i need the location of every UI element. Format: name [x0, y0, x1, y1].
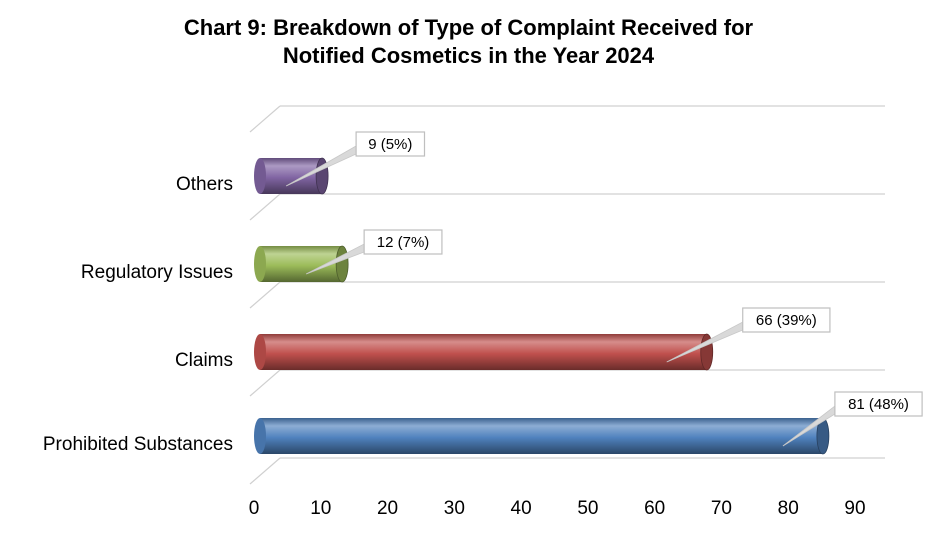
- category-label-regulatory-issues: Regulatory Issues: [81, 262, 233, 283]
- bar-start-cap-regulatory-issues: [254, 246, 266, 282]
- bar-prohibited-substances: [254, 417, 830, 455]
- x-tick-label-40: 40: [511, 498, 532, 519]
- bar-others: [254, 157, 329, 195]
- data-label-text-others: 9 (5%): [368, 136, 412, 153]
- gridlines: [249, 105, 885, 485]
- bar-regulatory-issues: [254, 245, 349, 283]
- category-label-others: Others: [176, 174, 233, 195]
- bar-start-cap-prohibited-substances: [254, 418, 266, 454]
- bar-body-prohibited-substances: [260, 418, 823, 454]
- gridline-depth-4: [249, 105, 281, 133]
- data-label-regulatory-issues: 12 (7%): [305, 229, 443, 275]
- gridline-depth-0: [249, 457, 281, 485]
- data-label-text-claims: 66 (39%): [756, 312, 817, 329]
- bar-end-cap-regulatory-issues: [335, 245, 349, 283]
- x-tick-label-80: 80: [778, 498, 799, 519]
- x-tick-label-20: 20: [377, 498, 398, 519]
- bars: [254, 157, 830, 455]
- category-label-claims: Claims: [175, 350, 233, 371]
- data-label-others: 9 (5%): [285, 131, 426, 187]
- data-label-text-prohibited-substances: 81 (48%): [848, 396, 909, 413]
- data-labels: 81 (48%) 66 (39%) 12 (7%) 9 (5%): [285, 131, 923, 447]
- data-label-prohibited-substances: 81 (48%): [782, 391, 923, 447]
- category-label-prohibited-substances: Prohibited Substances: [43, 434, 233, 455]
- data-label-box-regulatory-issues: [363, 229, 443, 255]
- bar-body-others: [260, 158, 323, 194]
- bar-start-cap-others: [254, 158, 266, 194]
- bar-start-cap-claims: [254, 334, 266, 370]
- x-tick-label-50: 50: [577, 498, 598, 519]
- data-label-box-prohibited-substances: [834, 391, 923, 417]
- gridline-depth-2: [249, 281, 281, 309]
- bar-claims: [254, 333, 714, 371]
- data-label-claims: 66 (39%): [666, 307, 831, 363]
- x-tick-label-70: 70: [711, 498, 732, 519]
- category-labels: Prohibited Substances Claims Regulatory Is…: [43, 174, 233, 455]
- x-tick-label-90: 90: [844, 498, 865, 519]
- chart-title-line-2: Notified Cosmetics in the Year 2024: [282, 43, 655, 68]
- x-tick-label-60: 60: [644, 498, 665, 519]
- x-tick-label-0: 0: [249, 498, 260, 519]
- x-tick-label-30: 30: [444, 498, 465, 519]
- x-tick-label-10: 10: [310, 498, 331, 519]
- chart-title-line-1: Chart 9: Breakdown of Type of Complaint …: [183, 15, 754, 40]
- data-label-text-regulatory-issues: 12 (7%): [377, 234, 430, 251]
- bar-body-claims: [260, 334, 707, 370]
- x-axis-ticks: 0 10 20 30 40 50 60 70 80 90: [249, 498, 866, 519]
- chart-title: Chart 9: Breakdown of Type of Complaint …: [0, 14, 937, 70]
- data-label-box-others: [355, 131, 426, 157]
- gridline-depth-3: [249, 193, 281, 221]
- gridline-depth-1: [249, 369, 281, 397]
- data-label-box-claims: [742, 307, 831, 333]
